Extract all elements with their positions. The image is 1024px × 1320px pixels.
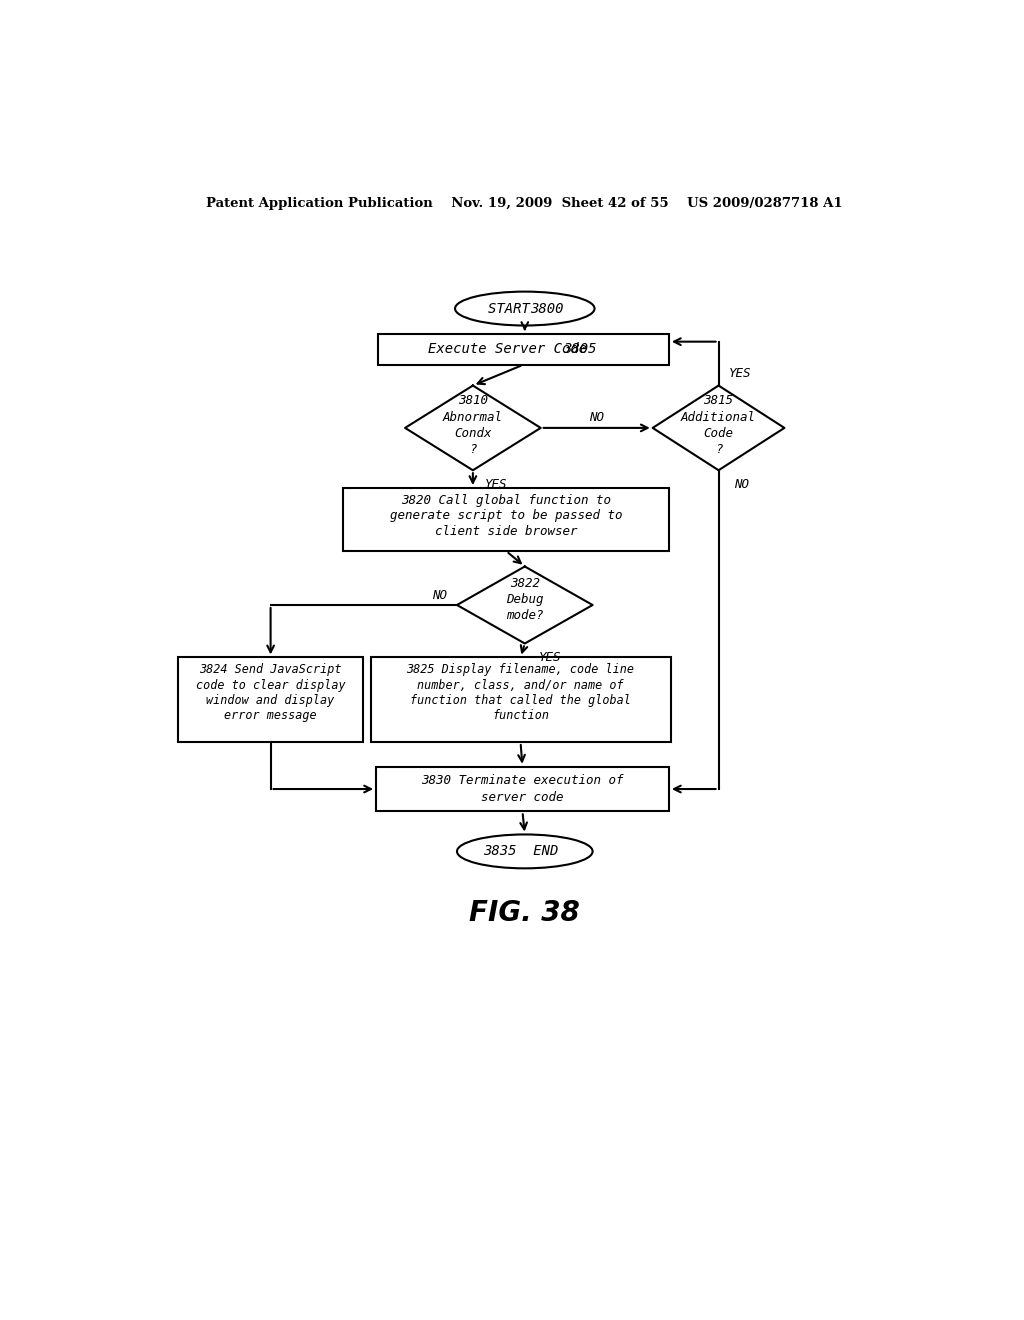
Text: YES: YES <box>485 478 507 491</box>
Text: server code: server code <box>481 791 564 804</box>
Text: 3824 Send JavaScript: 3824 Send JavaScript <box>200 663 342 676</box>
Text: NO: NO <box>734 478 750 491</box>
Text: client side browser: client side browser <box>435 524 578 537</box>
Text: window and display: window and display <box>207 694 335 708</box>
Bar <box>371 657 671 742</box>
Text: 3815: 3815 <box>703 395 733 408</box>
Text: Condx: Condx <box>454 426 492 440</box>
Text: number, class, and/or name of: number, class, and/or name of <box>417 678 624 692</box>
Bar <box>178 657 362 742</box>
Text: 3835  END: 3835 END <box>483 845 559 858</box>
Text: 3820 Call global function to: 3820 Call global function to <box>401 494 611 507</box>
Text: Additional: Additional <box>681 411 756 424</box>
Text: NO: NO <box>432 589 447 602</box>
Text: START: START <box>487 301 547 315</box>
Text: 3825 Display filename, code line: 3825 Display filename, code line <box>407 663 635 676</box>
Text: mode?: mode? <box>506 610 544 622</box>
Text: function: function <box>493 709 549 722</box>
Text: Code: Code <box>703 426 733 440</box>
Text: 3800: 3800 <box>529 301 563 315</box>
Text: 3810: 3810 <box>458 395 487 408</box>
Text: Abnormal: Abnormal <box>442 411 503 424</box>
Text: error message: error message <box>224 709 316 722</box>
Text: code to clear display: code to clear display <box>196 678 345 692</box>
Text: ?: ? <box>715 444 722 455</box>
Text: ?: ? <box>469 444 476 455</box>
Text: NO: NO <box>589 411 604 424</box>
Bar <box>376 767 669 812</box>
Text: FIG. 38: FIG. 38 <box>469 899 581 927</box>
Text: 3830 Terminate execution of: 3830 Terminate execution of <box>421 774 624 787</box>
Text: Patent Application Publication    Nov. 19, 2009  Sheet 42 of 55    US 2009/02877: Patent Application Publication Nov. 19, … <box>207 197 843 210</box>
Text: YES: YES <box>729 367 752 380</box>
Bar <box>343 488 669 552</box>
Bar <box>378 334 669 364</box>
Text: 3805: 3805 <box>563 342 597 356</box>
Text: 3822: 3822 <box>510 577 540 590</box>
Text: generate script to be passed to: generate script to be passed to <box>390 510 623 523</box>
Text: Debug: Debug <box>506 593 544 606</box>
Text: YES: YES <box>539 651 561 664</box>
Text: function that called the global: function that called the global <box>410 694 631 708</box>
Text: Execute Server Code: Execute Server Code <box>428 342 603 356</box>
